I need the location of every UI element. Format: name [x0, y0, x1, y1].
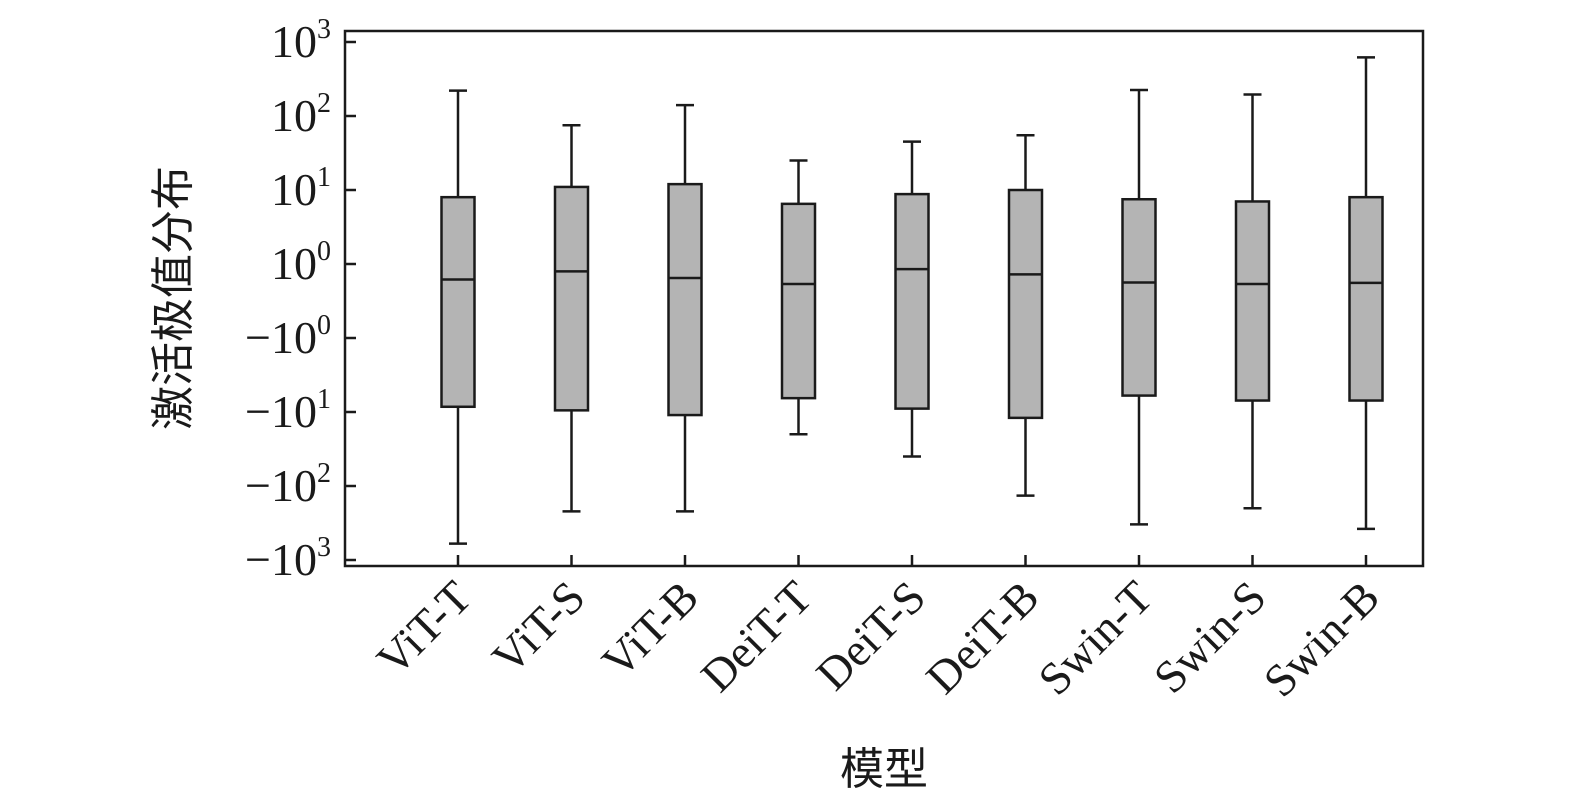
- interquartile-box: [780, 202, 817, 400]
- box-swin-b: [1348, 56, 1384, 531]
- interquartile-box: [894, 192, 930, 410]
- x-axis-ticks: ViT-T ViT-SViT-BDeiT-TDeiT-SDeiT-BSwin-TS…: [367, 555, 1389, 706]
- box-vit-t: [440, 89, 476, 545]
- x-tick-label: ViT-S: [482, 571, 594, 683]
- box-vit-s: [553, 123, 590, 513]
- y-axis-ticks: 103 102 101 100 −100 −101 −102 −103: [245, 14, 356, 585]
- x-tick-label: DeiT-S: [806, 571, 935, 700]
- interquartile-box: [440, 195, 476, 409]
- box-deit-b: [1007, 133, 1044, 497]
- x-tick-label: DeiT-T: [691, 571, 822, 702]
- y-tick-label: −101: [245, 384, 331, 437]
- x-tick-label: ViT-B: [592, 571, 708, 687]
- y-tick-label: 101: [271, 162, 331, 215]
- y-tick-label: −100: [245, 310, 331, 363]
- y-tick-label: −103: [245, 532, 331, 585]
- y-tick-label: −102: [245, 458, 331, 511]
- x-tick-label: ViT-T: [367, 571, 481, 685]
- y-tick-label: 102: [271, 88, 331, 141]
- box-deit-s: [894, 140, 930, 458]
- y-tick-label: 103: [271, 14, 331, 67]
- x-tick-label: Swin-T: [1028, 571, 1162, 705]
- y-tick-label: 100: [271, 236, 331, 289]
- x-tick-label: Swin-B: [1254, 571, 1389, 706]
- box-swin-s: [1234, 93, 1271, 510]
- interquartile-box: [1121, 197, 1157, 397]
- interquartile-box: [1348, 195, 1384, 402]
- x-tick-label: Swin-S: [1144, 571, 1276, 703]
- interquartile-box: [1234, 200, 1271, 402]
- plot-frame: [343, 29, 1425, 568]
- interquartile-box: [1007, 188, 1044, 420]
- x-axis-title: 模型: [840, 744, 928, 795]
- box-vit-b: [667, 103, 703, 513]
- box-deit-t: [780, 159, 817, 436]
- interquartile-box: [553, 185, 590, 412]
- interquartile-box: [667, 182, 703, 417]
- box-series: [440, 56, 1384, 545]
- x-tick-label: DeiT-B: [916, 571, 1048, 703]
- box-swin-t: [1121, 88, 1157, 526]
- y-axis-title: 激活极值分布: [148, 166, 199, 430]
